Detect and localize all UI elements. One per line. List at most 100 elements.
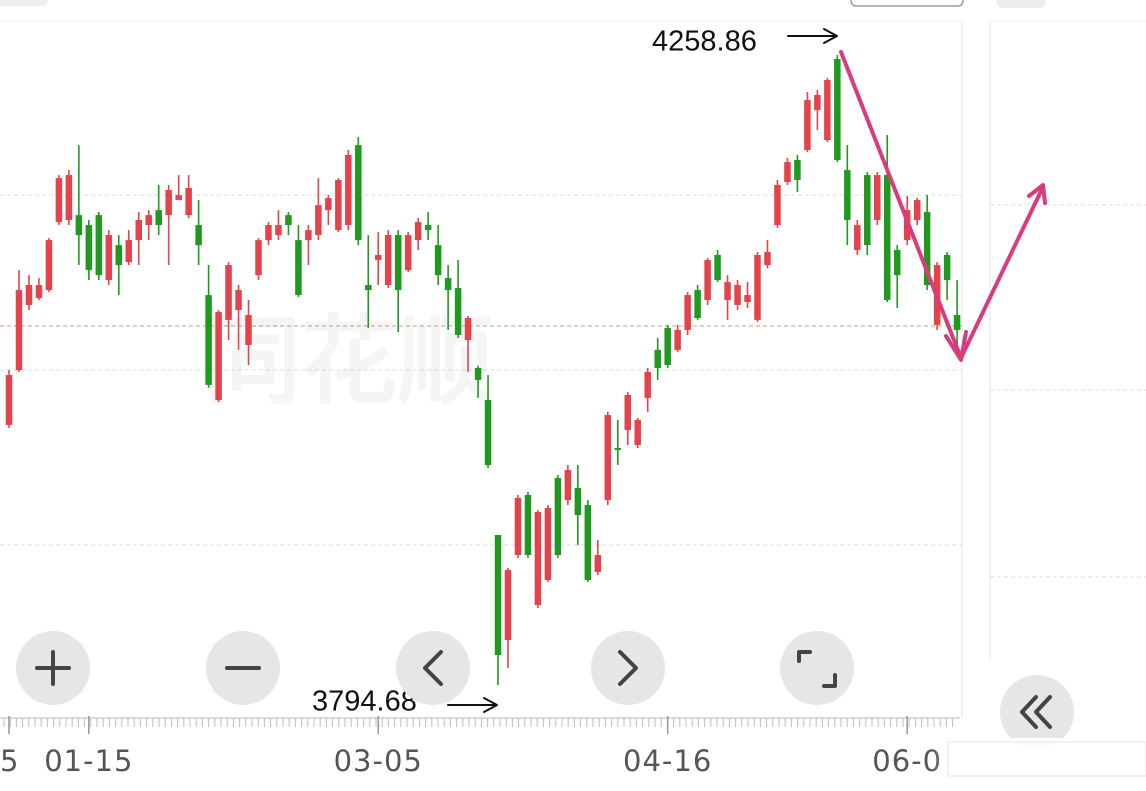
candle-body [474,367,482,380]
candle-body [135,220,142,241]
candle-body [634,419,641,446]
x-labels: 5 01-15 03-05 04-16 06-0 [0,744,942,778]
candle-body [814,95,821,111]
candle-body [844,170,851,221]
candle-body [325,198,332,211]
candle-body [794,160,801,180]
candle-body [175,195,182,201]
candle-body [105,235,113,281]
candle-body [494,535,502,656]
candle-body [534,511,542,606]
x-tick-label: 06-0 [872,744,942,778]
candle-body [764,252,771,266]
x-tick-label: 04-16 [623,744,712,778]
candle-body [444,278,452,291]
candle-body [504,570,512,641]
candle-body [295,240,302,296]
candle-body [834,58,841,161]
candle-body [604,415,612,501]
candle-body [664,327,671,365]
candle-body [35,285,43,299]
candle-body [484,399,492,465]
candle-body [315,205,322,236]
candle-body [225,265,232,320]
arrow-head [944,330,968,362]
candle-body [754,255,761,320]
candle-body [913,200,921,221]
candle-body [674,329,681,350]
candle-body [155,210,162,226]
trend-arrow [959,185,1045,360]
candle-body [704,260,711,300]
candle-body [714,255,721,281]
drawn-arrows [839,50,1047,362]
candle-body [864,175,871,246]
candle-body [185,187,192,216]
x-tick-label: 5 [0,744,19,778]
candle-body [734,285,741,305]
candle-body [375,255,382,261]
candle-body [584,505,592,580]
candle-body [854,225,861,251]
candle-body [953,315,961,330]
candle-body [255,240,262,276]
candle-body [384,235,392,286]
candle-body [195,225,202,246]
x-tick-label: 01-15 [44,744,133,778]
candle-body [335,179,342,231]
low-annotation: 3794.68 [312,686,417,718]
candle-body [215,311,222,400]
candle-body [454,288,462,335]
candle-body [165,190,172,216]
candle-body [694,290,701,319]
candle-body [893,250,901,276]
candle-body [394,235,402,291]
candle-body [594,554,602,572]
candle-body [564,470,572,501]
candle-body [115,245,123,266]
candle-body [524,494,532,555]
arrow-head [1027,183,1047,205]
annotation-arrow [787,28,838,44]
candle-body [25,285,33,305]
candle-body [365,285,372,291]
candle-body [434,245,442,276]
candle-body [355,145,362,241]
candle-body [55,178,63,223]
candle-body [574,487,582,516]
top-button[interactable] [850,0,964,7]
candle-body [245,315,252,346]
candle-body [125,240,133,263]
candle-body [15,290,23,370]
top-tab [0,0,48,6]
candle-body [784,162,791,183]
prev-button[interactable] [396,631,470,705]
candle-body [544,508,552,580]
candle-body [45,240,53,291]
trend-arrow [839,50,963,360]
high-annotation: 4258.86 [652,26,757,58]
zoom-out-button[interactable] [206,631,280,705]
zoom-in-button[interactable] [16,631,90,705]
candle-body [424,225,432,231]
candle-body [624,394,632,430]
fullscreen-button[interactable] [780,631,854,705]
candle-body [145,215,152,226]
candle-body [205,295,212,385]
fade-overlay [930,738,1146,791]
candle-body [85,225,93,271]
candle-body [774,185,781,226]
annotation-arrow [447,697,498,713]
candle-body [684,295,691,330]
candle-body [75,215,83,236]
candle-body [464,318,472,340]
collapse-button[interactable] [1000,675,1074,749]
candle-body [804,100,811,150]
candle-body [943,255,951,281]
next-button[interactable] [591,631,665,705]
candle-body [414,222,422,241]
x-tick-label: 03-05 [334,744,423,778]
candle-body [285,215,292,226]
top-tab [996,0,1046,8]
